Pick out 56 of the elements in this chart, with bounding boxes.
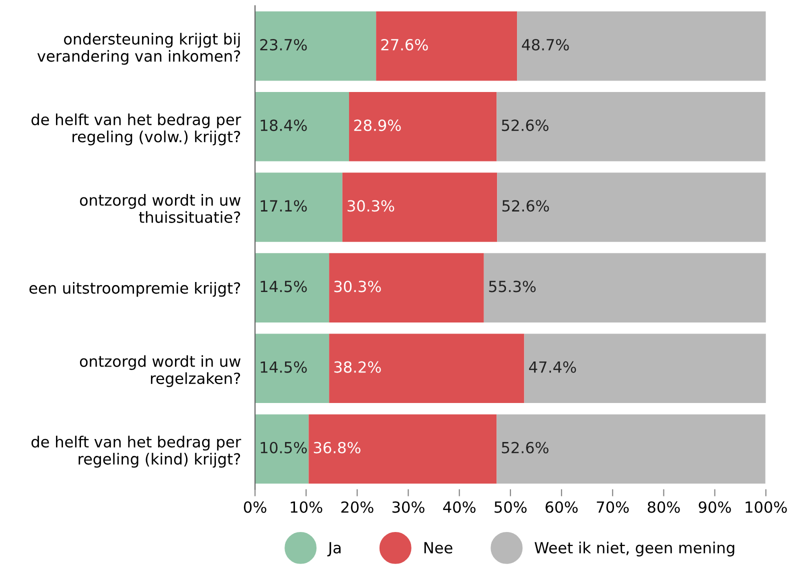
y-tick-label: ontzorgd wordt in uw thuissituatie? [80,194,240,223]
x-tick-label: 90% [698,501,731,513]
data-label: 55.3% [489,280,536,292]
y-tick-label: de helft van het bedrag per regeling (volw.) krijgt? [31,113,242,146]
data-label: 18.4% [260,120,307,132]
x-tick-label: 40% [443,501,476,513]
bar [255,92,350,162]
data-label: 47.4% [529,361,576,373]
data-label: 10.5% [260,442,307,454]
data-label: 23.7% [260,38,307,51]
bar [329,253,484,322]
data-label: 30.3% [334,280,381,292]
bar [376,11,518,81]
y-tick-label: ontzorgd wordt in uw regelzaken? [80,355,240,388]
data-label: 36.8% [314,442,360,454]
bar [517,11,766,81]
x-tick-label: 70% [596,501,629,513]
data-label: 27.6% [381,38,428,51]
x-tick-label: 10% [290,501,322,513]
bar [496,92,766,162]
y-tick-label: de helft van het bedrag per regeling (kind) krijgt? [31,436,242,468]
bar [255,414,309,484]
x-tick-label: 100% [746,501,787,513]
data-label: 52.6% [502,442,548,454]
bar [255,253,330,322]
bar [349,92,497,162]
bar [496,414,766,484]
bar [497,172,766,242]
data-label: 30.3% [348,200,394,212]
y-tick-label: ondersteuning krijgt bij verandering van inkomen? [37,32,240,65]
data-label: 14.5% [260,280,307,292]
legend-label: Weet ik niet, geen mening [534,542,734,556]
y-tick-label: een uitstroompremie krijgt? [29,282,240,297]
data-label: 17.1% [260,200,307,212]
legend-label: Ja [327,542,341,556]
bar [342,172,498,242]
x-tick-label: 0% [244,501,266,513]
bar [255,11,376,81]
bar [308,414,497,484]
x-tick-label: 30% [392,501,424,513]
bar [255,334,330,404]
bar [329,334,524,404]
data-label: 14.5% [260,361,307,373]
x-tick-label: 50% [494,501,527,513]
x-tick-label: 80% [648,501,680,513]
data-label: 52.6% [502,120,548,132]
bar [484,253,766,322]
bar [524,334,766,404]
x-tick-label: 60% [546,501,578,513]
data-label: 48.7% [522,38,569,51]
x-tick-label: 20% [341,501,374,513]
legend-label: Nee [424,542,452,554]
bar [255,172,342,242]
data-label: 52.6% [502,200,549,212]
data-label: 28.9% [354,120,401,132]
data-label: 38.2% [334,361,381,373]
